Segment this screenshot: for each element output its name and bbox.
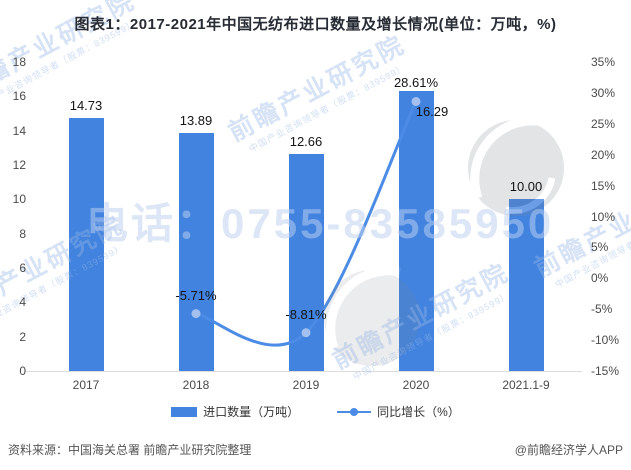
bar-2021.1-9 — [508, 199, 544, 371]
y-axis-tick-left: 12 — [12, 158, 26, 172]
bar-value-label: 16.29 — [415, 104, 449, 120]
y-axis-tick-left: 8 — [19, 226, 26, 241]
y-axis-tick-right: -5% — [591, 302, 613, 317]
bar-value-label: 14.73 — [69, 98, 103, 114]
y-axis-tick-right: 35% — [591, 55, 616, 69]
line-point-2018 — [191, 309, 201, 319]
y-axis-tick-right: 25% — [591, 116, 616, 131]
line-point-label: 28.61% — [393, 75, 439, 91]
y-axis-tick-right: -10% — [591, 333, 620, 348]
legend-label: 同比增长（%） — [377, 405, 460, 419]
credit-note: @前瞻经济学人APP — [514, 443, 623, 457]
page-title: 图表1：2017-2021年中国无纺布进口数量及增长情况(单位：万吨，%) — [74, 16, 557, 33]
y-axis-tick-left: 14 — [12, 123, 26, 138]
y-axis-tick-left: 4 — [19, 295, 26, 310]
legend: 进口数量（万吨） 同比增长（%） — [0, 403, 631, 420]
y-axis-tick-right: 10% — [591, 209, 616, 224]
line-point-2019 — [301, 328, 311, 338]
legend-item-growth: 同比增长（%） — [337, 403, 460, 420]
y-axis-tick-right: 5% — [591, 240, 609, 255]
line-legend-marker — [337, 407, 372, 416]
y-axis-tick-right: 0% — [591, 271, 609, 286]
y-axis-tick-left: 10 — [12, 192, 26, 207]
x-axis-label-2018: 2018 — [182, 378, 210, 392]
x-axis-label-2017: 2017 — [72, 378, 100, 392]
x-axis-label-2020: 2020 — [402, 378, 430, 392]
y-axis-tick-left: 18 — [12, 55, 26, 69]
source-note: 资料来源：中国海关总署 前瞻产业研究院整理 — [8, 443, 252, 457]
bar-legend-marker — [171, 406, 198, 417]
bar-2018 — [178, 132, 214, 371]
x-axis-label-2019: 2019 — [292, 378, 320, 392]
bar-value-label: 10.00 — [509, 179, 543, 195]
y-axis-tick-right: 20% — [591, 147, 616, 162]
bar-value-label: 12.66 — [289, 133, 323, 149]
legend-item-imports: 进口数量（万吨） — [171, 403, 299, 420]
line-point-2020 — [411, 96, 421, 106]
y-axis-tick-right: -15% — [591, 364, 620, 378]
x-axis-label-2021.1-9: 2021.1-9 — [502, 378, 550, 392]
footer: 资料来源：中国海关总署 前瞻产业研究院整理 @前瞻经济学人APP — [8, 441, 623, 458]
y-axis-tick-left: 16 — [12, 89, 26, 104]
y-axis-tick-left: 0 — [19, 364, 26, 378]
x-axis-line — [25, 371, 582, 372]
bar-2020 — [398, 91, 434, 371]
line-legend-dot — [350, 408, 359, 416]
bar-value-label: 13.89 — [179, 112, 213, 128]
y-axis-tick-right: 30% — [591, 85, 616, 100]
bar-2017 — [68, 118, 104, 371]
y-axis-tick-left: 2 — [19, 329, 26, 344]
y-axis-tick-left: 6 — [19, 261, 26, 275]
line-point-label: -5.71% — [175, 287, 217, 303]
y-axis-tick-right: 15% — [591, 178, 616, 193]
line-point-label: -8.81% — [285, 306, 327, 322]
legend-label: 进口数量（万吨） — [203, 405, 300, 419]
